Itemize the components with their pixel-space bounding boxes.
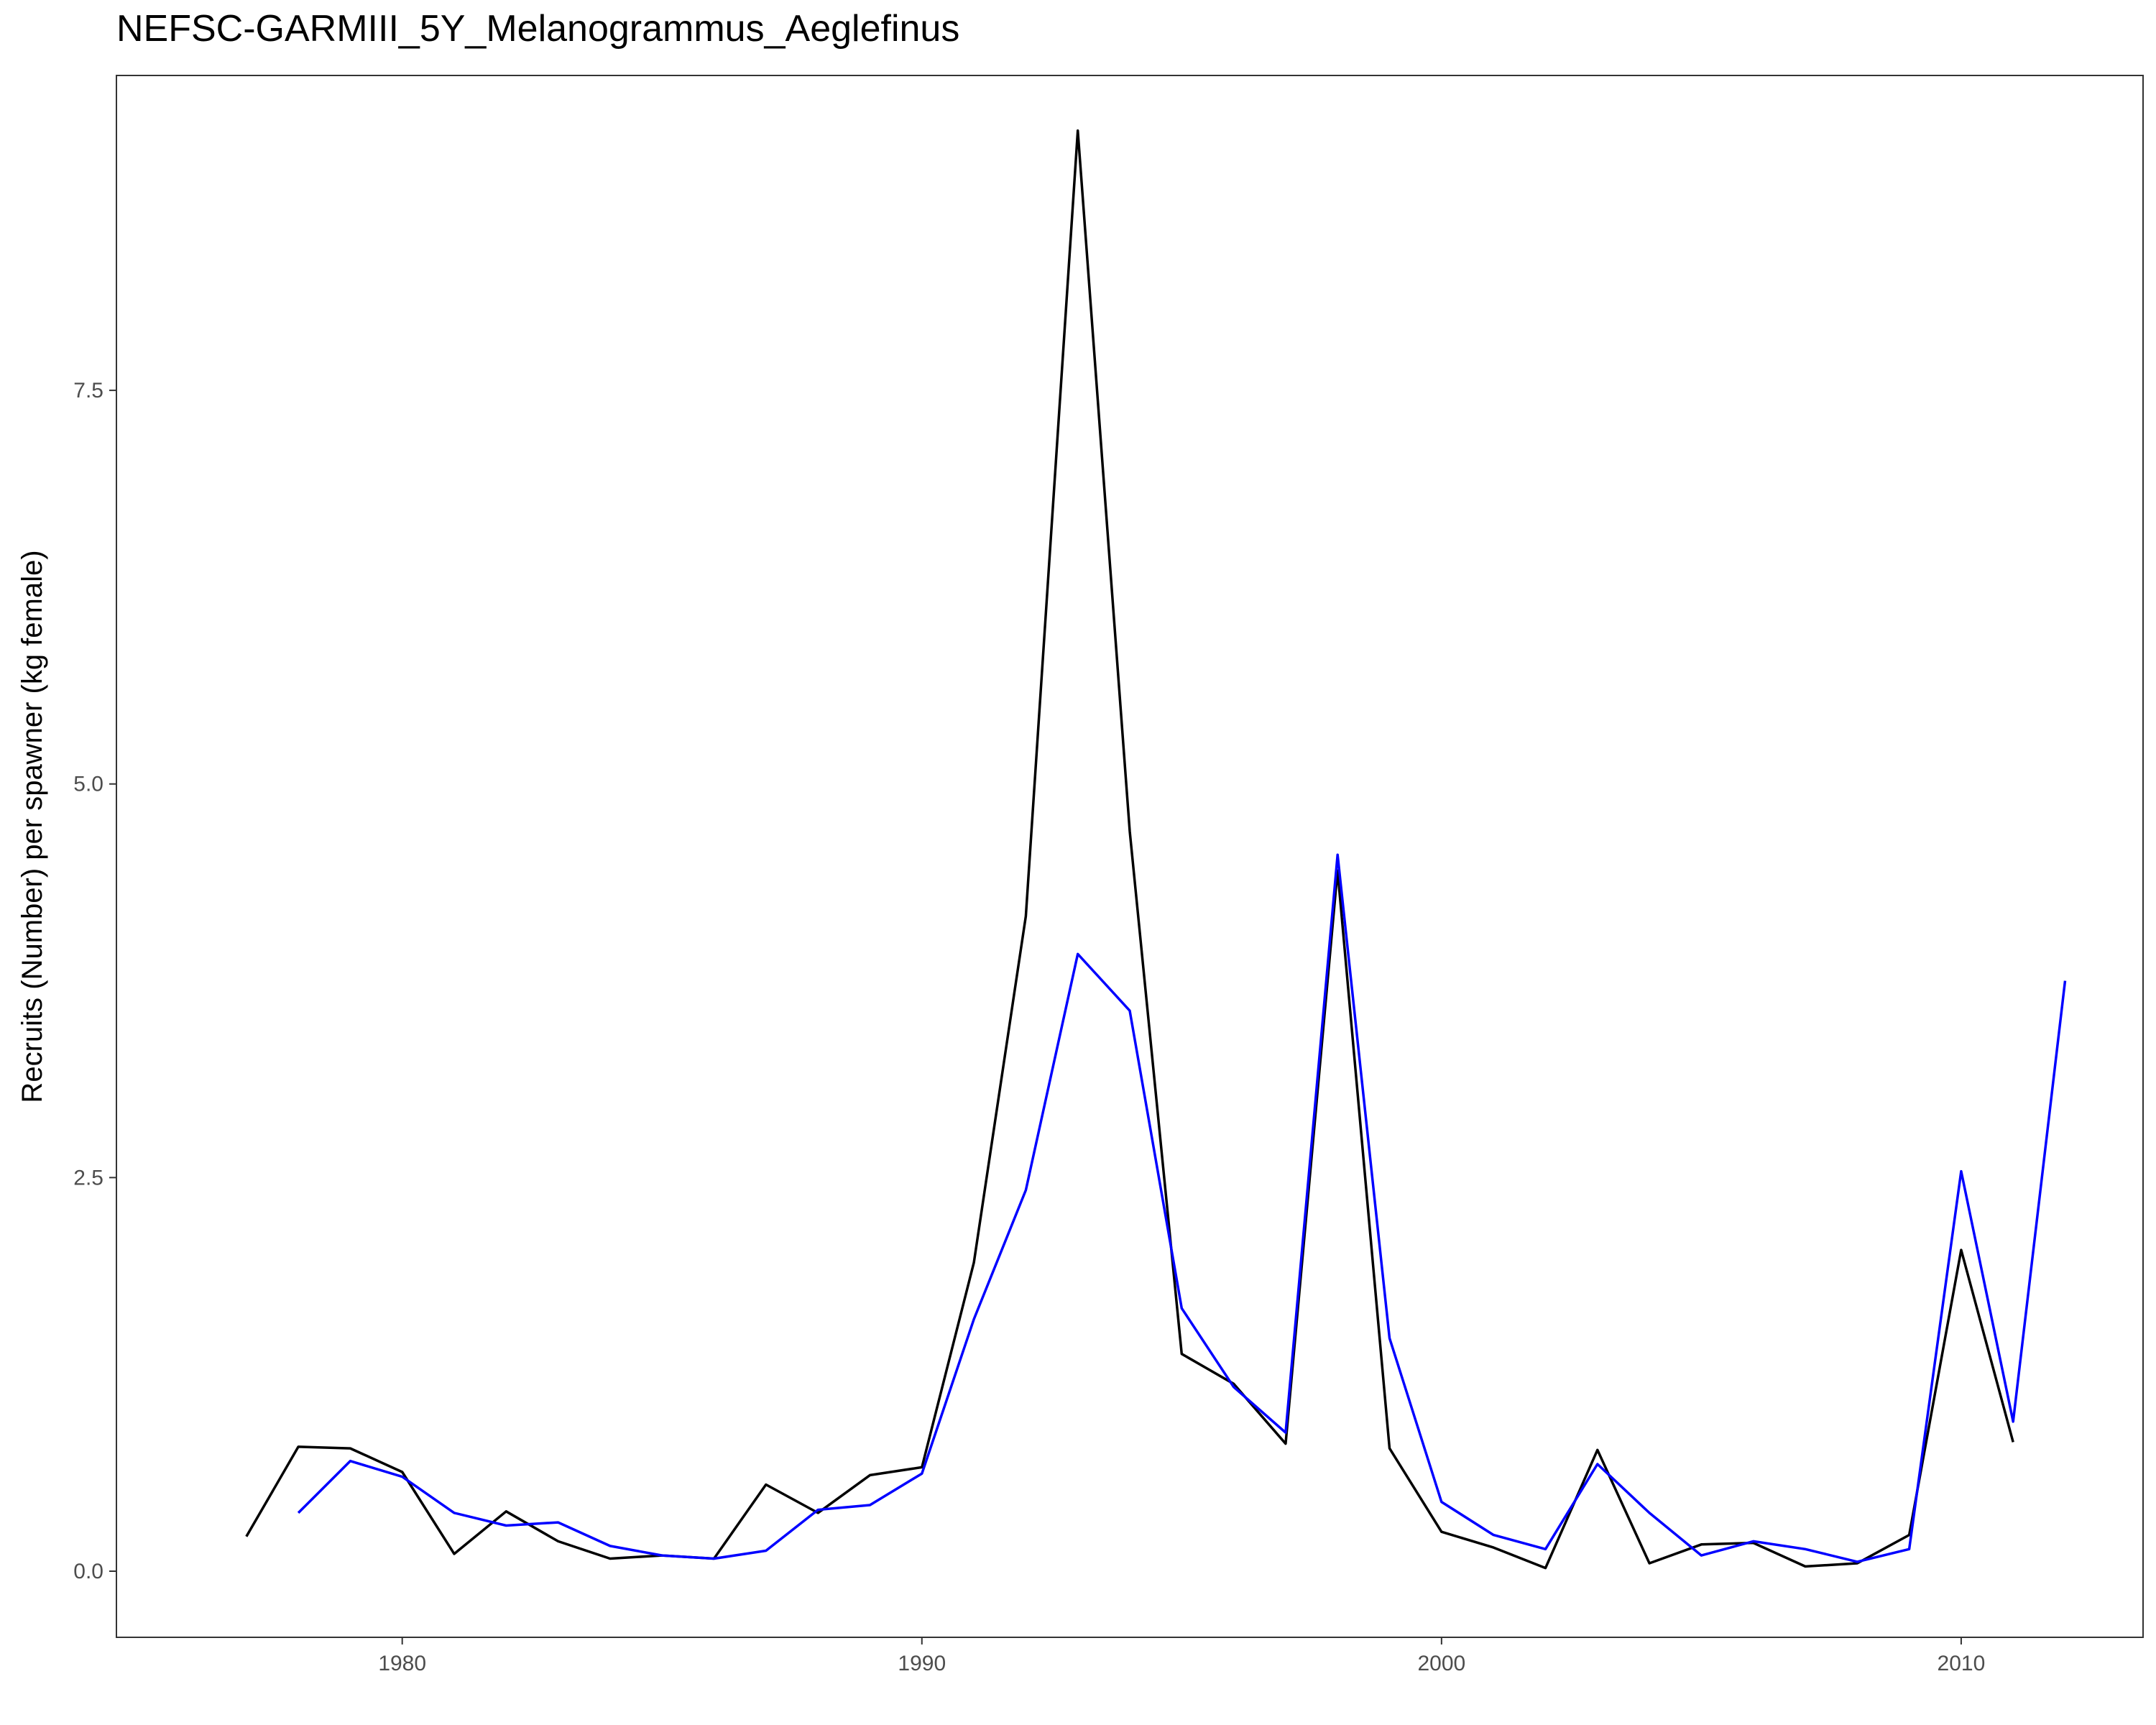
x-tick-label: 2000 bbox=[1417, 1652, 1465, 1675]
x-tick-label: 1980 bbox=[378, 1652, 426, 1675]
y-axis-title: Recruits (Number) per spawner (kg female… bbox=[17, 550, 48, 1103]
y-tick-label: 7.5 bbox=[73, 379, 103, 402]
series-layer bbox=[245, 129, 2067, 1570]
y-axis: 0.0 2.5 5.0 7.5 bbox=[73, 379, 116, 1583]
series-line-blue bbox=[297, 853, 2067, 1563]
y-tick-label: 2.5 bbox=[73, 1166, 103, 1190]
x-tick-label: 1990 bbox=[898, 1652, 946, 1675]
y-tick-label: 5.0 bbox=[73, 773, 103, 796]
series-line-black bbox=[245, 129, 2014, 1570]
x-tick-label: 2010 bbox=[1938, 1652, 1986, 1675]
y-tick-label: 0.0 bbox=[73, 1560, 103, 1583]
plot-panel bbox=[116, 75, 2144, 1638]
x-axis: 1980 1990 2000 2010 bbox=[378, 1637, 1985, 1675]
chart-title: NEFSC-GARMIII_5Y_Melanogrammus_Aeglefinu… bbox=[116, 8, 960, 50]
